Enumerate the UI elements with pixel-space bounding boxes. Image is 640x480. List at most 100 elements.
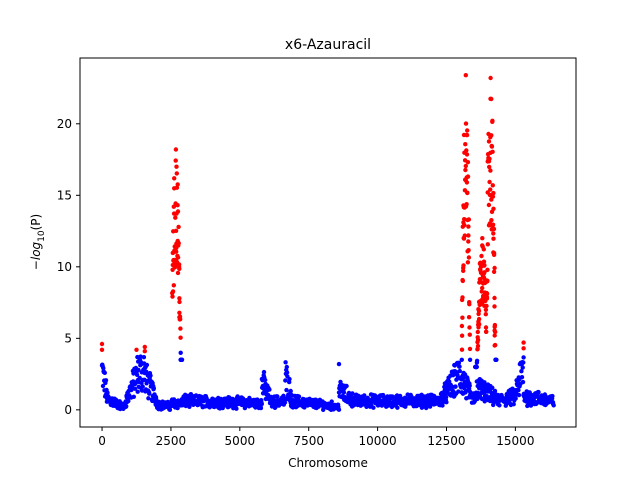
significant-point	[482, 263, 487, 268]
significant-point	[491, 226, 497, 232]
data-point	[105, 390, 110, 395]
significant-point	[175, 182, 180, 187]
significant-point	[465, 160, 471, 165]
data-point	[520, 365, 525, 370]
x-axis-label: Chromosome	[288, 456, 368, 470]
y-tick-label: 20	[57, 117, 72, 131]
data-point	[137, 375, 142, 381]
data-point	[543, 393, 548, 398]
significant-point	[492, 304, 497, 309]
data-point	[550, 393, 555, 399]
data-point	[440, 400, 446, 405]
data-point	[138, 354, 143, 359]
significant-point	[173, 264, 178, 270]
significant-point	[175, 270, 181, 276]
data-point	[395, 405, 400, 410]
significant-point	[488, 187, 493, 192]
significant-point	[466, 224, 471, 229]
significant-point	[521, 340, 526, 345]
significant-point	[491, 250, 497, 256]
x-tick-label: 0	[98, 434, 106, 448]
significant-point	[175, 255, 181, 260]
data-point	[344, 383, 349, 389]
significant-point	[175, 203, 180, 208]
significant-point	[490, 222, 496, 227]
significant-point	[171, 283, 176, 288]
data-point	[497, 403, 502, 408]
significant-point	[176, 224, 181, 230]
significant-point	[173, 228, 179, 233]
plot-frame	[79, 57, 577, 428]
data-point	[362, 393, 367, 398]
x-tick-label: 15000	[496, 434, 534, 448]
data-point	[336, 407, 342, 412]
significant-point	[466, 233, 471, 238]
data-point	[100, 383, 106, 389]
data-point	[134, 372, 140, 377]
data-point	[336, 361, 342, 367]
significant-point	[490, 183, 495, 188]
data-point	[146, 396, 151, 401]
significant-point	[173, 147, 179, 152]
data-point	[521, 355, 526, 360]
data-point	[136, 367, 141, 373]
significant-point	[463, 163, 468, 169]
data-point	[178, 350, 183, 355]
data-point	[234, 406, 239, 411]
significant-point	[460, 315, 465, 320]
significant-point	[489, 133, 494, 138]
significant-point	[475, 343, 481, 349]
significant-point	[459, 323, 465, 329]
data-point	[474, 358, 480, 363]
significant-point	[177, 314, 183, 319]
significant-point	[491, 206, 496, 211]
data-point	[284, 387, 289, 393]
significant-point	[488, 75, 493, 81]
significant-point	[142, 344, 147, 350]
data-point	[350, 391, 355, 396]
data-point	[511, 402, 516, 407]
significant-point	[464, 202, 469, 207]
data-point	[519, 375, 525, 380]
significant-point	[460, 295, 465, 300]
data-point	[144, 362, 150, 368]
y-tick-label: 0	[64, 403, 72, 417]
significant-point	[462, 222, 467, 228]
significant-point	[484, 295, 490, 300]
significant-point	[484, 303, 489, 309]
significant-point	[177, 299, 182, 305]
significant-point	[489, 144, 495, 149]
data-point	[135, 389, 140, 394]
data-point	[456, 389, 461, 394]
data-point	[258, 405, 264, 411]
significant-point	[477, 322, 482, 327]
significant-point	[170, 294, 175, 299]
data-point	[187, 404, 192, 409]
significant-point	[464, 132, 470, 138]
significant-point	[485, 267, 490, 272]
x-tick-label: 7500	[293, 434, 324, 448]
significant-point	[492, 265, 497, 271]
data-point	[151, 386, 156, 391]
significant-point	[465, 260, 471, 265]
data-point	[467, 383, 472, 388]
significant-point	[467, 332, 472, 337]
data-point	[124, 404, 129, 409]
significant-point	[463, 142, 468, 147]
significant-point	[492, 295, 497, 301]
chart-title: x6-Azauracil	[285, 37, 371, 53]
data-point	[283, 360, 288, 365]
data-point	[275, 394, 280, 399]
data-point	[139, 388, 145, 393]
significant-point	[464, 152, 470, 157]
significant-point	[487, 164, 492, 170]
significant-point	[483, 307, 489, 312]
significant-point	[170, 289, 176, 294]
significant-point	[491, 190, 496, 196]
data-point	[167, 407, 173, 412]
data-point	[513, 396, 518, 401]
significant-point	[462, 217, 467, 222]
data-point	[259, 401, 264, 407]
data-point	[467, 357, 473, 362]
